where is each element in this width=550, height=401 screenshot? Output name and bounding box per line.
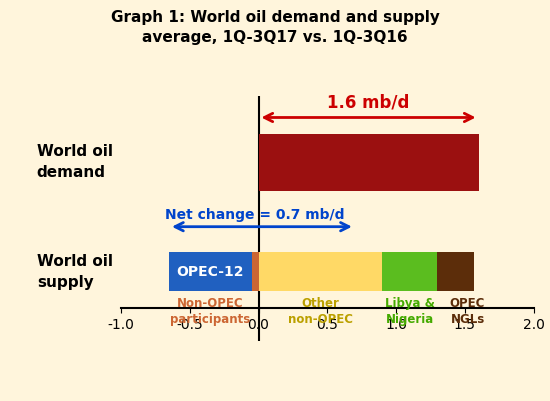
Text: World oil
supply: World oil supply [37, 253, 113, 290]
Text: Non-OPEC
participants: Non-OPEC participants [170, 297, 250, 326]
Text: Graph 1: World oil demand and supply
average, 1Q-3Q17 vs. 1Q-3Q16: Graph 1: World oil demand and supply ave… [111, 10, 439, 45]
Bar [252, 252, 258, 291]
Bar [382, 252, 437, 291]
Bar [258, 252, 382, 291]
Bar [258, 134, 478, 190]
Text: OPEC
NGLs: OPEC NGLs [450, 297, 485, 326]
Text: World oil
demand: World oil demand [37, 144, 113, 180]
Text: Other
non-OPEC: Other non-OPEC [288, 297, 353, 326]
Text: OPEC-12: OPEC-12 [177, 265, 244, 279]
Bar [437, 252, 474, 291]
Text: 1.6 mb/d: 1.6 mb/d [327, 94, 410, 112]
Text: Net change = 0.7 mb/d: Net change = 0.7 mb/d [166, 208, 345, 222]
Text: Libya &
Nigeria: Libya & Nigeria [385, 297, 435, 326]
Bar [169, 252, 252, 291]
